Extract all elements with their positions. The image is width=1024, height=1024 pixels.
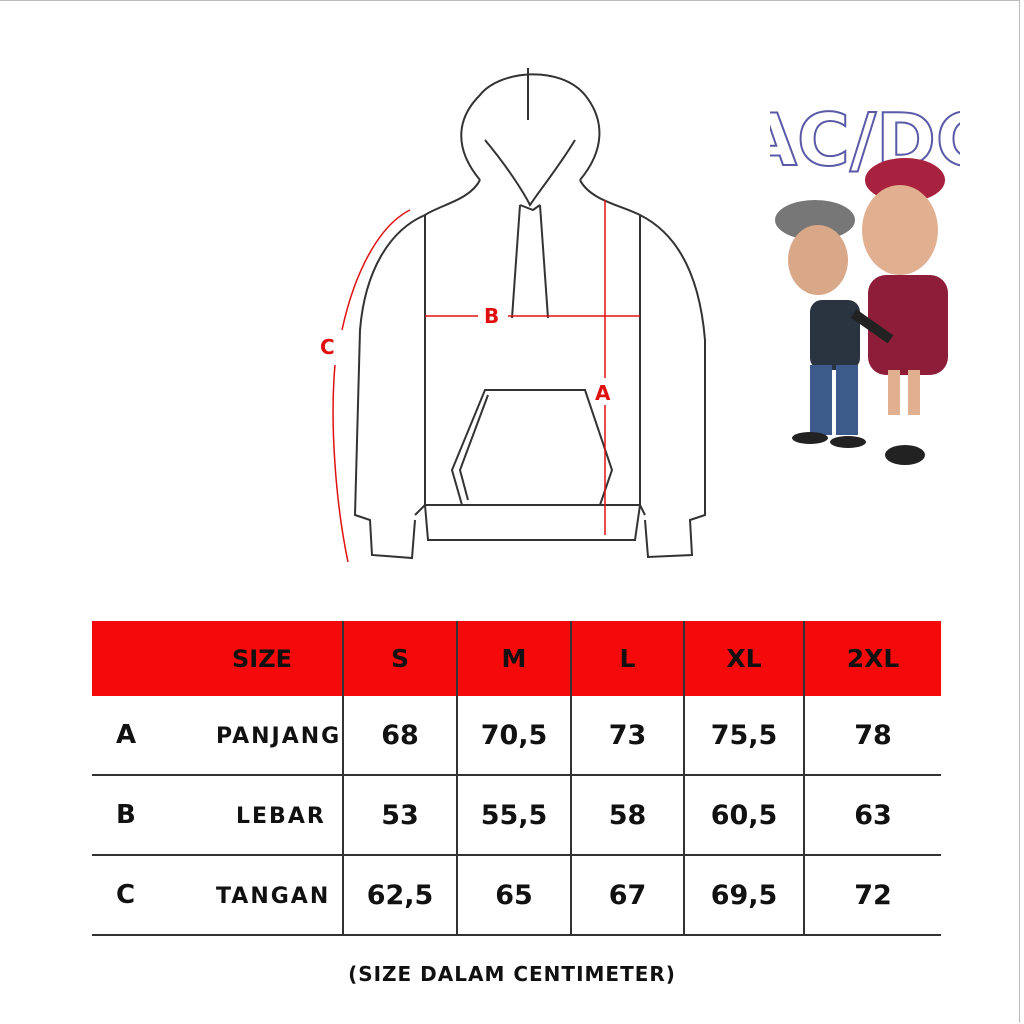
row-label: A PANJANG [92,696,343,776]
table-cell: 70,5 [456,696,571,776]
table-row: B LEBAR 53 55,5 58 60,5 63 [92,775,941,856]
row-key: B [116,800,136,830]
header-2xl: 2XL [803,621,941,696]
row-key: C [116,880,136,910]
table-cell: 58 [570,775,684,856]
row-name: TANGAN [216,884,331,909]
table-cell: 60,5 [683,775,804,856]
table-cell: 65 [456,855,571,936]
row-label: C TANGAN [92,855,343,936]
unit-note: (SIZE DALAM CENTIMETER) [348,962,676,986]
table-cell: 67 [570,855,684,936]
table-cell: 73 [570,696,684,776]
table-cell: 63 [803,775,941,856]
hoodie-diagram: B A C [320,68,706,563]
band-logo-illustration: AC/DC [770,97,960,465]
table-cell: 78 [803,696,941,776]
row-key: A [116,720,137,750]
flat-cap [775,200,855,240]
header-l: L [570,621,684,696]
label-a: A [595,381,611,405]
size-chart-table: SIZE S M L XL 2XL A PANJANG 68 70,5 73 75… [92,621,941,936]
row-name: LEBAR [236,804,326,829]
table-row: A PANJANG 68 70,5 73 75,5 78 [92,696,941,776]
table-cell: 75,5 [683,696,804,776]
hoodie-outline [353,68,706,560]
header-size: SIZE [92,621,343,696]
label-b: B [484,304,499,328]
header-xl: XL [683,621,804,696]
header-s: S [342,621,457,696]
label-c: C [320,335,335,359]
table-cell: 55,5 [456,775,571,856]
table-row: C TANGAN 62,5 65 67 69,5 72 [92,855,941,936]
measure-line-c [332,209,411,563]
table-header-row: SIZE S M L XL 2XL [92,621,941,696]
header-m: M [456,621,571,696]
measure-lines [332,200,640,563]
table-cell: 68 [342,696,457,776]
table-cell: 69,5 [683,855,804,936]
table-cell: 53 [342,775,457,856]
table-cell: 72 [803,855,941,936]
row-label: B LEBAR [92,775,343,856]
row-name: PANJANG [216,724,342,749]
table-cell: 62,5 [342,855,457,936]
